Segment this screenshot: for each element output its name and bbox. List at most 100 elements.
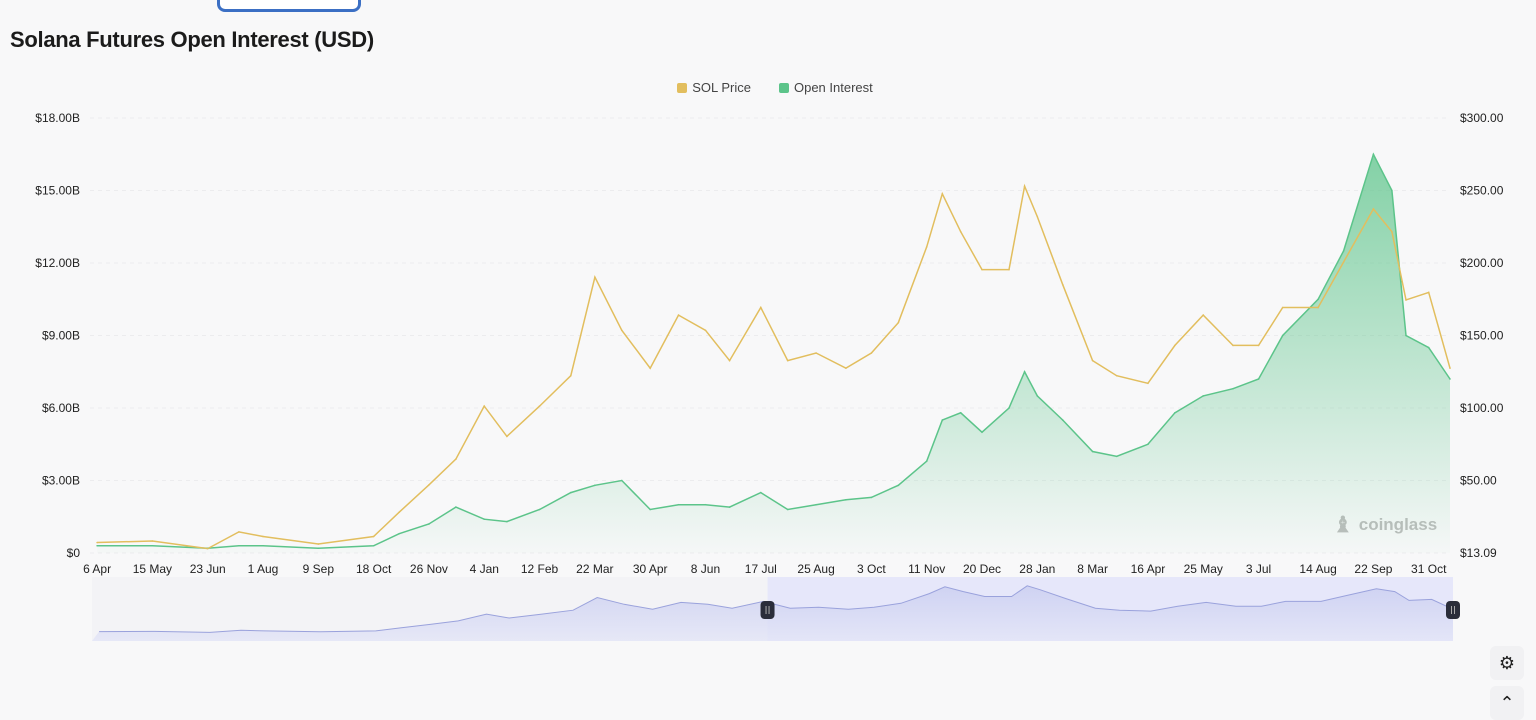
open-interest-point	[759, 491, 762, 494]
open-interest-point	[1317, 298, 1319, 301]
sol-price-point	[1449, 367, 1451, 369]
open-interest-point	[1257, 378, 1260, 380]
y-left-tick-label: $15.00B	[35, 184, 80, 198]
sol-price-point	[1427, 291, 1430, 294]
open-interest-point	[1202, 395, 1205, 397]
open-interest-point	[1372, 153, 1375, 156]
sol-price-point	[206, 547, 209, 550]
alert-badge-icon: ⚙	[1498, 652, 1516, 673]
sol-price-point	[538, 405, 541, 407]
open-interest-point	[238, 544, 240, 547]
open-interest-point	[96, 544, 98, 547]
open-interest-point	[959, 412, 962, 414]
y-right-tick-label: $300.00	[1460, 111, 1504, 125]
open-interest-point	[398, 532, 400, 535]
sol-price-point	[959, 230, 962, 233]
sol-price-point	[897, 321, 900, 324]
y-right-tick-label: $250.00	[1460, 184, 1504, 198]
chevron-up-icon: ⌃	[1499, 692, 1515, 713]
open-interest-point	[845, 499, 847, 501]
sol-price-point	[455, 458, 457, 460]
y-left-tick-label: $3.00B	[42, 474, 80, 488]
open-interest-point	[1036, 395, 1039, 397]
sol-price-point	[1257, 344, 1260, 347]
sol-price-point	[1174, 344, 1176, 347]
y-left-tick-label: $0	[67, 546, 81, 560]
navigator-handle-left[interactable]	[760, 601, 775, 619]
sol-price-point	[925, 246, 928, 248]
open-interest-point	[786, 508, 789, 511]
x-tick-label: 23 Jun	[190, 562, 226, 576]
y-left-tick-label: $18.00B	[35, 111, 80, 125]
sol-price-point	[1115, 374, 1118, 377]
legend-swatch	[778, 82, 789, 93]
open-interest-point	[569, 491, 572, 494]
sol-price-point	[941, 193, 944, 195]
sol-price-point	[815, 352, 817, 354]
x-tick-label: 4 Jan	[470, 562, 499, 576]
y-right-tick-label: $150.00	[1460, 329, 1504, 343]
top-tab[interactable]	[217, 0, 361, 12]
open-interest-point	[677, 503, 680, 506]
navigator-handle-right[interactable]	[1446, 601, 1460, 619]
sol-price-point	[569, 374, 572, 377]
legend-label: SOL Price	[692, 80, 751, 95]
sol-price-point	[1036, 215, 1039, 218]
sol-price-point	[649, 367, 651, 369]
open-interest-point	[728, 506, 731, 508]
open-interest-point	[1449, 378, 1451, 380]
open-interest-point	[1147, 443, 1149, 446]
sol-price-point	[372, 535, 375, 538]
open-interest-point	[1115, 455, 1118, 458]
sol-price-point	[1342, 261, 1345, 263]
open-interest-point	[1062, 419, 1064, 421]
open-interest-point	[1232, 387, 1234, 390]
x-tick-label: 17 Jul	[745, 562, 777, 576]
sol-price-point	[483, 405, 486, 407]
legend-item-open-interest[interactable]: Open Interest	[778, 80, 873, 95]
open-interest-point	[506, 520, 508, 523]
open-interest-point	[372, 544, 375, 547]
open-interest-point	[483, 518, 486, 520]
sol-price-point	[704, 329, 707, 332]
open-interest-point	[925, 460, 928, 462]
open-interest-point	[1342, 250, 1345, 252]
x-tick-label: 1 Aug	[248, 562, 279, 576]
scroll-top-button[interactable]: ⌃	[1490, 686, 1524, 720]
open-interest-point	[981, 431, 983, 433]
open-interest-point	[870, 496, 873, 499]
sol-price-point	[1008, 268, 1010, 271]
x-tick-label: 22 Sep	[1354, 562, 1392, 576]
x-tick-label: 8 Mar	[1077, 562, 1108, 576]
open-interest-point	[621, 479, 623, 482]
navigator-line	[99, 585, 1454, 633]
x-tick-label: 14 Aug	[1299, 562, 1336, 576]
sol-price-point	[1147, 382, 1149, 385]
x-tick-label: 9 Sep	[303, 562, 335, 576]
x-tick-label: 6 Apr	[83, 562, 111, 576]
open-interest-point	[1174, 412, 1176, 414]
x-tick-label: 25 Aug	[797, 562, 834, 576]
open-interest-point	[649, 508, 651, 511]
sol-price-point	[1202, 314, 1205, 316]
sol-price-point	[728, 359, 731, 362]
alert-button[interactable]: ⚙	[1490, 646, 1524, 680]
x-tick-label: 18 Oct	[356, 562, 392, 576]
open-interest-point	[317, 547, 320, 549]
x-tick-label: 3 Oct	[857, 562, 886, 576]
open-interest-point	[538, 508, 541, 511]
y-right-tick-label: $200.00	[1460, 256, 1504, 270]
legend-item-sol-price[interactable]: SOL Price	[677, 80, 751, 95]
sol-price-point	[981, 268, 983, 271]
sol-price-point	[262, 535, 264, 538]
sol-price-point	[759, 306, 762, 309]
sol-price-point	[1391, 230, 1393, 233]
sol-price-point	[786, 359, 789, 362]
open-interest-area	[97, 154, 1451, 554]
open-interest-point	[262, 544, 264, 547]
open-interest-point	[1427, 346, 1430, 349]
x-tick-label: 22 Mar	[576, 562, 613, 576]
open-interest-point	[1023, 370, 1026, 373]
sol-price-point	[96, 541, 98, 544]
x-tick-label: 30 Apr	[633, 562, 668, 576]
